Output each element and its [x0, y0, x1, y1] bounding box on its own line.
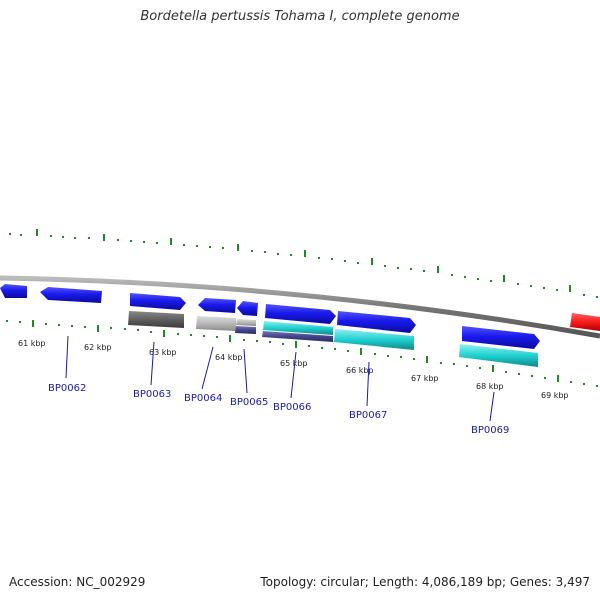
- kbp-label: 69 kbp: [541, 391, 569, 400]
- reverse-strand-track: [0, 284, 258, 316]
- gene-arrow-bp0067[interactable]: [337, 311, 416, 333]
- hit-box-cyan-3: [459, 344, 538, 367]
- gene-label-bp0063[interactable]: BP0063: [133, 389, 171, 400]
- gene-arrow-bp0061[interactable]: [0, 284, 27, 298]
- hit-box-cyan-2: [334, 329, 414, 350]
- kbp-label: 65 kbp: [280, 359, 308, 368]
- gene-arrow-bp0066[interactable]: [265, 304, 336, 324]
- gene-arrow-bp0064[interactable]: [198, 298, 236, 313]
- gene-label-bp0065[interactable]: BP0065: [230, 397, 268, 408]
- genome-backbone: [0, 275, 600, 339]
- gene-label-bp0069[interactable]: BP0069: [471, 425, 509, 436]
- gene-label-leaders: [65, 335, 495, 422]
- gene-label-bp0066[interactable]: BP0066: [273, 402, 311, 413]
- kbp-label: 67 kbp: [411, 374, 439, 383]
- rna-feature[interactable]: [570, 313, 600, 331]
- kbp-label: 62 kbp: [84, 343, 112, 352]
- gene-arrow-bp0062[interactable]: [40, 287, 102, 303]
- hit-box-navy: [235, 326, 256, 334]
- page-title: Bordetella pertussis Tohama I, complete …: [140, 9, 460, 24]
- outer-tick-ruler: [9, 229, 598, 298]
- inner-tick-ruler: [6, 320, 598, 387]
- gene-label-bp0064[interactable]: BP0064: [184, 393, 222, 404]
- gene-arrow-bp0069[interactable]: [462, 326, 540, 349]
- hit-box-dark: [128, 311, 184, 328]
- kbp-label: 68 kbp: [476, 382, 504, 391]
- gene-labels: BP0062 BP0063 BP0064 BP0065 BP0066 BP006…: [48, 383, 509, 436]
- gene-arrow-bp0063[interactable]: [130, 293, 186, 310]
- kbp-label: 61 kbp: [18, 339, 46, 348]
- kbp-label: 66 kbp: [346, 366, 374, 375]
- kbp-scale-labels: 61 kbp 62 kbp 63 kbp 64 kbp 65 kbp 66 kb…: [18, 339, 569, 400]
- accession-label: Accession: NC_002929: [9, 575, 146, 589]
- forward-strand-track: [130, 293, 600, 349]
- gene-arrow-bp0065[interactable]: [237, 301, 258, 316]
- kbp-label: 63 kbp: [149, 348, 177, 357]
- hit-track: [128, 311, 538, 367]
- genome-stats-label: Topology: circular; Length: 4,086,189 bp…: [260, 575, 590, 589]
- hit-box-navy-2: [262, 331, 333, 342]
- gene-label-bp0062[interactable]: BP0062: [48, 383, 86, 394]
- kbp-label: 64 kbp: [215, 353, 243, 362]
- gene-label-bp0067[interactable]: BP0067: [349, 410, 387, 421]
- hit-box-light: [196, 316, 236, 331]
- hit-box-light-small: [236, 319, 256, 326]
- hit-box-cyan-1: [263, 321, 333, 335]
